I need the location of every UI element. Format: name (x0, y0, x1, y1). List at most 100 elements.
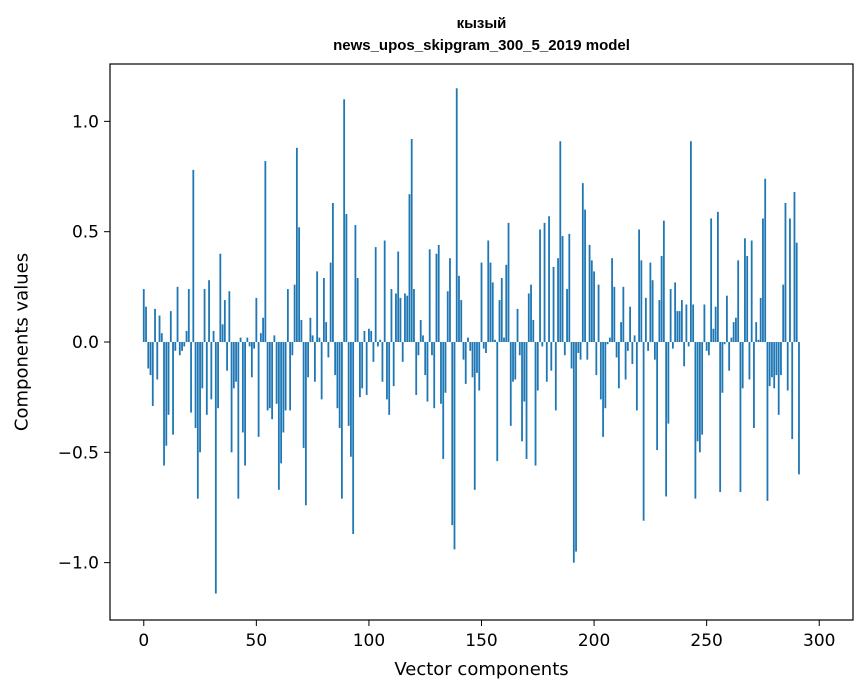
bar (435, 253, 438, 342)
bar (165, 342, 168, 446)
bar (345, 214, 348, 342)
bar (237, 342, 240, 499)
bar (775, 342, 778, 376)
bar (759, 297, 762, 342)
bar (354, 225, 357, 342)
bar (640, 260, 643, 342)
bar (581, 183, 584, 342)
bar (615, 342, 618, 358)
bar (680, 300, 683, 342)
bar (563, 342, 566, 356)
bar (374, 247, 377, 342)
bar (559, 141, 562, 342)
y-tick-label: 0.5 (72, 223, 99, 243)
y-tick-label: 0.0 (72, 333, 99, 353)
bar (698, 342, 701, 453)
bar (642, 342, 645, 521)
bar (500, 278, 503, 342)
x-tick-label: 50 (246, 631, 268, 651)
x-tick-label: 250 (690, 631, 722, 651)
bar (451, 342, 454, 526)
bar (221, 324, 224, 342)
bar (325, 322, 328, 342)
bar (192, 169, 195, 342)
bar (467, 337, 469, 342)
bar (676, 311, 679, 342)
bar (771, 342, 773, 378)
bar (757, 339, 760, 342)
bar (525, 342, 528, 459)
bar (471, 342, 474, 378)
bar (489, 262, 492, 342)
bar (361, 342, 364, 389)
bar (262, 317, 265, 342)
bar (662, 220, 665, 342)
bar (151, 342, 154, 406)
bar (674, 282, 677, 342)
bar (789, 218, 791, 342)
bar (566, 289, 568, 342)
bar (633, 335, 636, 342)
bar (595, 342, 598, 376)
bar (187, 289, 190, 342)
bar (653, 342, 656, 360)
chart-title: кызый (456, 15, 507, 32)
bar (597, 284, 600, 342)
bar (505, 264, 508, 342)
bar (541, 342, 544, 347)
bar (302, 342, 305, 448)
bar (253, 342, 255, 349)
bar (388, 342, 391, 415)
bar (613, 286, 616, 342)
bar (667, 342, 670, 424)
bar (379, 339, 382, 342)
bar (241, 342, 244, 433)
bar (190, 342, 192, 413)
bar (744, 238, 746, 342)
bar (246, 337, 249, 342)
bar (694, 342, 697, 499)
bar (329, 262, 332, 342)
bar (244, 342, 246, 466)
bar (536, 342, 539, 391)
bar (717, 211, 719, 342)
bar (651, 280, 654, 342)
bar (561, 236, 564, 342)
bar (469, 342, 472, 351)
bar (728, 342, 731, 371)
bar (205, 342, 208, 415)
bar (293, 284, 296, 342)
bar (300, 319, 303, 342)
bar (683, 342, 686, 367)
bar (433, 342, 436, 409)
bar (212, 330, 215, 342)
bar (557, 258, 559, 342)
bar (649, 262, 652, 342)
bar (762, 218, 764, 342)
bar (748, 342, 751, 380)
bar (780, 342, 782, 376)
bar (622, 286, 625, 342)
bar (183, 342, 186, 347)
bar (399, 297, 402, 342)
bar (343, 99, 346, 342)
bar (710, 218, 713, 342)
bar (543, 222, 546, 342)
bar (318, 337, 321, 342)
bar (570, 342, 573, 369)
bar (620, 322, 622, 342)
bar (464, 342, 467, 384)
bar (264, 161, 267, 342)
bar (590, 260, 593, 342)
bar (660, 255, 663, 342)
bar (217, 342, 219, 409)
bar (766, 342, 769, 501)
bar (181, 342, 183, 351)
bar (408, 194, 411, 342)
bar (266, 342, 269, 411)
bar (656, 342, 659, 451)
bar (491, 282, 494, 342)
bar (424, 342, 427, 376)
y-tick-label: −0.5 (58, 443, 99, 463)
bar (726, 295, 728, 342)
